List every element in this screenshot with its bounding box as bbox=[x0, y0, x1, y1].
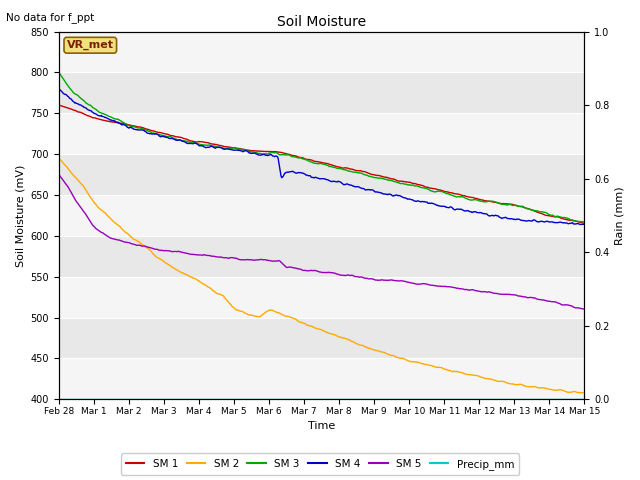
Bar bbox=[59, 32, 584, 72]
Bar bbox=[59, 236, 584, 276]
Bar bbox=[59, 276, 584, 317]
Text: VR_met: VR_met bbox=[67, 40, 114, 50]
Y-axis label: Soil Moisture (mV): Soil Moisture (mV) bbox=[15, 164, 25, 266]
Bar bbox=[59, 113, 584, 154]
Bar bbox=[59, 195, 584, 236]
Bar bbox=[59, 154, 584, 195]
Bar bbox=[59, 72, 584, 113]
Legend: SM 1, SM 2, SM 3, SM 4, SM 5, Precip_mm: SM 1, SM 2, SM 3, SM 4, SM 5, Precip_mm bbox=[120, 454, 520, 475]
Bar bbox=[59, 359, 584, 399]
X-axis label: Time: Time bbox=[308, 421, 335, 432]
Text: No data for f_ppt: No data for f_ppt bbox=[6, 12, 95, 23]
Bar bbox=[59, 317, 584, 359]
Title: Soil Moisture: Soil Moisture bbox=[277, 15, 366, 29]
Y-axis label: Rain (mm): Rain (mm) bbox=[615, 186, 625, 245]
